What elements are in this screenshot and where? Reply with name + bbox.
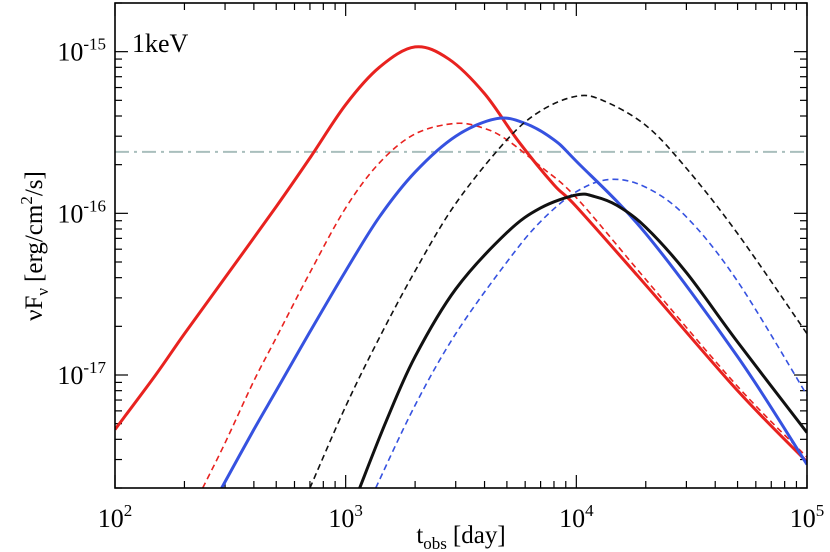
series-line-red-solid <box>115 45 807 463</box>
series-line-red-dashed <box>201 122 807 488</box>
y-axis-label: νFν [erg/cm2/s] <box>17 171 52 321</box>
x-axis-label-sub: obs <box>423 534 447 552</box>
series-line-blue-solid <box>220 116 807 488</box>
y-axis-label-unit-end: /s] <box>21 171 48 196</box>
series-line-black-dashed <box>309 94 807 488</box>
y-tick-label: 10-16 <box>57 196 106 228</box>
x-axis-label: tobs [day] <box>416 522 505 552</box>
x-tick-label: 103 <box>328 501 363 533</box>
tick-labels: 102 103 104 105 10-17 10-16 10-15 <box>57 35 824 533</box>
plot-frame <box>114 2 808 489</box>
x-tick-label: 104 <box>559 501 594 533</box>
energy-annotation: 1keV <box>132 29 189 58</box>
x-axis-label-main: t <box>416 522 423 549</box>
y-tick-label: 10-15 <box>57 35 106 67</box>
series-line-blue-dashed <box>375 178 807 488</box>
x-axis-label-unit: [day] <box>453 522 506 549</box>
y-axis-label-pre: νF <box>21 296 48 321</box>
x-tick-label: 102 <box>98 501 133 533</box>
series-line-black-solid <box>358 192 807 488</box>
x-tick-label: 105 <box>790 501 825 533</box>
y-axis-label-sup: 2 <box>17 196 36 205</box>
y-tick-label: 10-17 <box>57 358 106 390</box>
series-layer <box>115 45 807 488</box>
y-axis-label-sub: ν <box>33 288 52 296</box>
axis-ticks <box>114 2 808 489</box>
y-axis-label-unit: [erg/cm <box>21 204 48 282</box>
